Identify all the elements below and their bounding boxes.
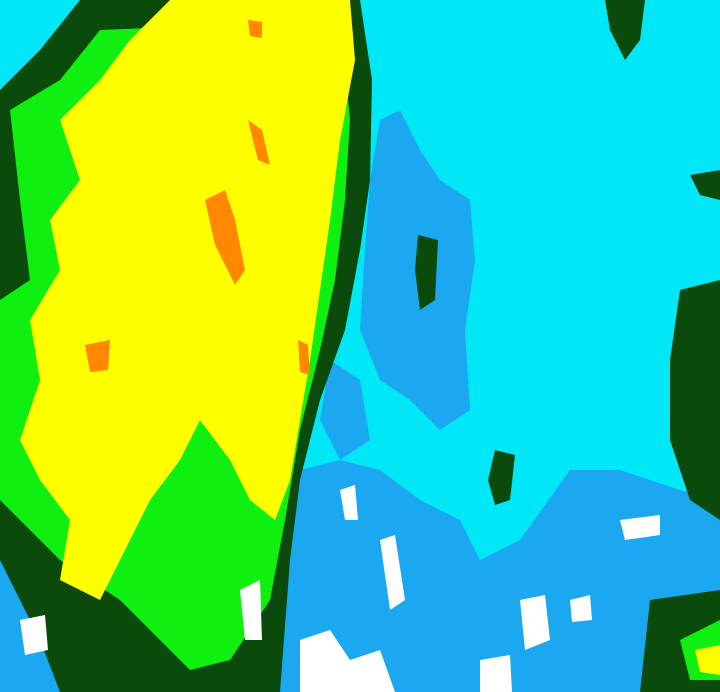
yellow-regions bbox=[20, 0, 720, 675]
orange-regions bbox=[85, 20, 310, 375]
white-regions bbox=[20, 485, 660, 692]
